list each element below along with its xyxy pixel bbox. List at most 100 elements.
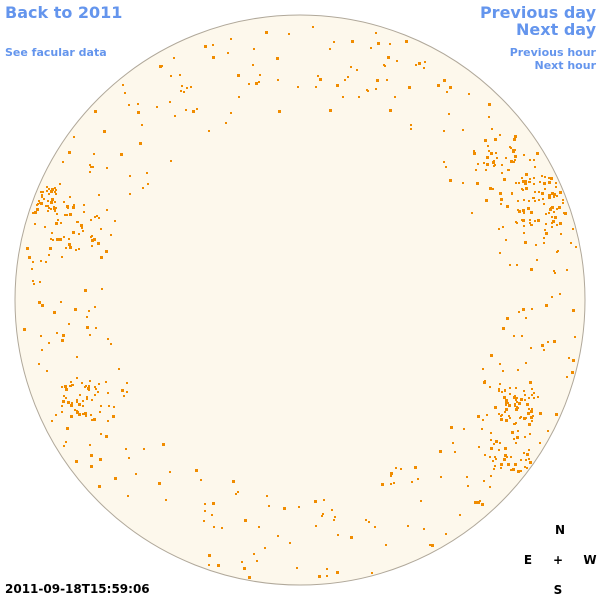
facula: [143, 448, 145, 450]
facula: [94, 394, 96, 396]
facula: [64, 214, 66, 216]
facula: [50, 208, 52, 210]
facula: [94, 306, 96, 308]
facula: [180, 90, 182, 92]
facula: [107, 338, 109, 340]
facula: [99, 411, 101, 413]
facula: [66, 427, 69, 430]
next-day-link[interactable]: Next day: [516, 20, 596, 39]
facula: [393, 482, 395, 484]
facula: [86, 397, 88, 399]
facula: [336, 571, 339, 574]
previous-day-link[interactable]: Previous day: [479, 3, 596, 22]
facula: [237, 491, 239, 493]
facula: [181, 85, 183, 87]
facula: [78, 403, 81, 406]
back-link[interactable]: Back to 2011: [5, 3, 123, 22]
facula: [429, 544, 431, 546]
facula: [100, 405, 102, 407]
facula: [424, 61, 426, 63]
facula: [370, 47, 372, 49]
facula: [60, 301, 62, 303]
facula: [258, 81, 260, 83]
facula: [344, 79, 346, 81]
facula: [527, 412, 530, 415]
facula: [516, 401, 518, 403]
facula: [489, 386, 491, 388]
facula: [528, 200, 530, 202]
facula: [490, 354, 493, 357]
facula: [75, 249, 77, 251]
facula: [55, 414, 57, 416]
facula: [529, 222, 531, 224]
facula: [244, 519, 247, 522]
facula: [44, 226, 46, 228]
facula: [70, 385, 72, 387]
facula: [531, 420, 533, 422]
facula: [538, 191, 540, 193]
facula: [77, 221, 79, 223]
facula: [100, 256, 103, 259]
facula: [541, 175, 543, 177]
facula: [498, 413, 500, 415]
facula: [530, 416, 533, 419]
facula: [574, 336, 576, 338]
facula: [492, 460, 494, 462]
facula: [520, 470, 522, 472]
facula: [509, 417, 511, 419]
facula: [513, 161, 515, 163]
facula: [533, 183, 535, 185]
facula: [170, 75, 172, 77]
facula: [93, 238, 96, 241]
facula: [230, 38, 232, 40]
facula: [390, 475, 392, 477]
facula: [526, 453, 529, 456]
timestamp: 2011-09-18T15:59:06: [5, 582, 150, 596]
facula: [62, 161, 64, 163]
facula: [211, 514, 213, 516]
facula: [122, 84, 124, 86]
next-hour-link[interactable]: Next hour: [534, 59, 597, 72]
facula: [26, 247, 29, 250]
facula: [241, 561, 243, 563]
facula: [537, 396, 539, 398]
facula: [47, 210, 49, 212]
facula: [98, 485, 101, 488]
facula: [504, 454, 507, 457]
facula: [61, 256, 63, 258]
facula: [41, 194, 43, 196]
facula: [531, 408, 533, 410]
facula: [46, 370, 48, 372]
facula: [107, 420, 109, 422]
facula: [314, 500, 317, 503]
facula: [531, 224, 533, 226]
facula: [395, 467, 397, 469]
facula: [333, 41, 335, 43]
facula: [85, 385, 87, 387]
facula: [92, 166, 94, 168]
facula: [212, 502, 215, 505]
facula: [551, 216, 553, 218]
facula: [575, 246, 577, 248]
facula: [509, 393, 511, 395]
facular-link[interactable]: See facular data: [5, 46, 107, 59]
facula: [534, 200, 536, 202]
facula: [253, 48, 255, 50]
facula: [564, 212, 567, 215]
facula: [90, 454, 93, 457]
facula: [513, 438, 515, 440]
facula: [553, 211, 555, 213]
facula: [530, 410, 533, 413]
facula: [32, 280, 34, 282]
facula: [108, 405, 110, 407]
facula: [315, 525, 317, 527]
facula: [63, 236, 65, 238]
facula: [489, 486, 491, 488]
facula: [40, 260, 42, 262]
facula: [529, 433, 531, 435]
facula: [550, 177, 553, 180]
previous-hour-link[interactable]: Previous hour: [509, 46, 596, 59]
facula: [499, 192, 502, 195]
facula: [385, 544, 387, 546]
